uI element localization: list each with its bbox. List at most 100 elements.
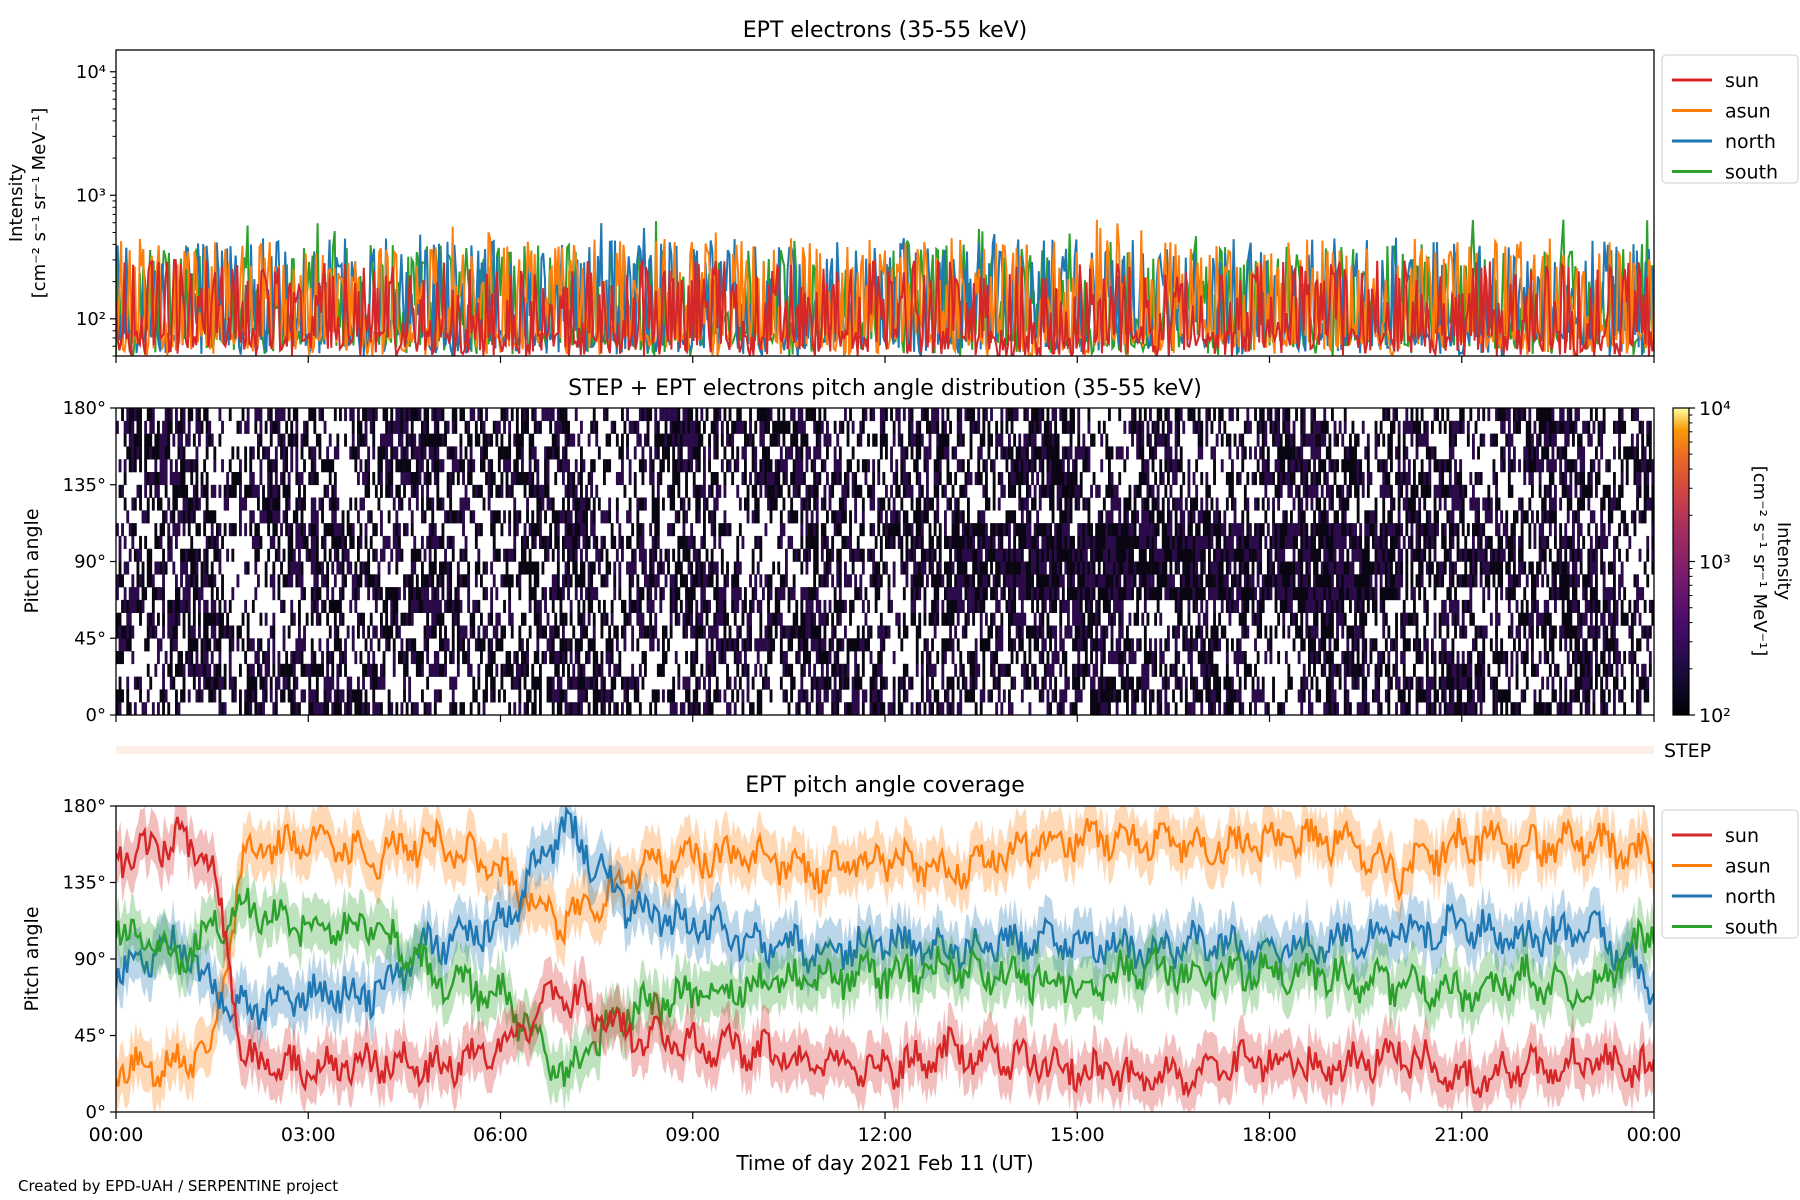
pad-cell — [990, 548, 993, 562]
pad-cell — [133, 433, 137, 447]
pad-cell — [749, 702, 752, 716]
pad-cell — [636, 689, 640, 703]
pad-cell — [667, 523, 670, 537]
pad-cell — [374, 574, 378, 588]
pad-cell — [1051, 561, 1055, 575]
pad-cell — [364, 663, 368, 677]
pad-cell — [254, 535, 258, 549]
pad-cell — [1023, 561, 1027, 575]
pad-cell — [1038, 625, 1042, 639]
pad-cell — [690, 663, 694, 677]
pad-cell — [885, 446, 888, 460]
pad-cell — [208, 612, 212, 626]
pad-cell — [820, 459, 824, 473]
pad-cell — [359, 689, 363, 703]
pad-cell — [336, 599, 340, 613]
pad-cell — [349, 702, 353, 716]
pad-cell — [313, 689, 317, 703]
pad-cell — [218, 625, 222, 639]
pad-cell — [910, 497, 914, 511]
pad-cell — [741, 663, 745, 677]
pad-cell — [851, 420, 855, 434]
pad-cell — [274, 446, 278, 460]
pad-cell — [1090, 535, 1093, 549]
pad-cell — [144, 702, 148, 716]
pad-cell — [823, 408, 827, 422]
pad-cell — [644, 574, 647, 588]
pad-cell — [690, 702, 694, 716]
pad-cell — [328, 548, 332, 562]
pad-cell — [885, 484, 888, 498]
pad-cell — [603, 702, 606, 716]
pad-cell — [257, 408, 260, 422]
pad-cell — [292, 702, 296, 716]
pad-cell — [705, 689, 709, 703]
pad-cell — [964, 561, 968, 575]
pad-cell — [651, 561, 655, 575]
pad-cell — [902, 510, 906, 524]
pad-cell — [382, 548, 386, 562]
pad-cell — [372, 574, 376, 588]
pad-cell — [902, 676, 906, 690]
pad-cell — [310, 408, 314, 422]
pad-cell — [685, 676, 688, 690]
pad-cell — [1033, 484, 1037, 498]
pad-cell — [357, 587, 360, 601]
pad-cell — [500, 638, 504, 652]
pad-cell — [872, 702, 876, 716]
pad-cell — [387, 689, 391, 703]
pad-cell — [631, 561, 635, 575]
pad-cell — [231, 587, 235, 601]
pad-cell — [831, 548, 835, 562]
pad-cell — [1095, 638, 1099, 652]
pad-cell — [200, 472, 204, 486]
pad-cell — [497, 484, 501, 498]
pad-cell — [1026, 587, 1029, 601]
pad-cell — [510, 472, 514, 486]
pad-cell — [951, 689, 955, 703]
pad-cell — [1054, 599, 1058, 613]
pad-cell — [569, 472, 573, 486]
pad-cell — [861, 497, 865, 511]
pad-cell — [790, 433, 794, 447]
pad-cell — [287, 433, 291, 447]
pad-cell — [715, 625, 719, 639]
pad-cell — [767, 676, 770, 690]
pad-cell — [967, 587, 970, 601]
pad-cell — [374, 484, 378, 498]
pad-cell — [628, 420, 632, 434]
pad-cell — [895, 408, 899, 422]
pad-cell — [1036, 472, 1040, 486]
pad-cell — [831, 638, 835, 652]
pad-cell — [956, 510, 960, 524]
pad-cell — [1105, 574, 1109, 588]
pad-cell — [605, 561, 609, 575]
pad-cell — [1064, 446, 1068, 460]
pad-cell — [592, 420, 596, 434]
pad-cell — [192, 676, 196, 690]
pad-cell — [754, 574, 758, 588]
pad-cell — [1046, 484, 1050, 498]
pad-cell — [344, 663, 347, 677]
pad-cell — [636, 612, 640, 626]
pad-cell — [395, 702, 399, 716]
pad-cell — [192, 459, 196, 473]
pad-cell — [982, 651, 986, 665]
pad-cell — [246, 484, 250, 498]
pad-cell — [221, 612, 224, 626]
pad-cell — [818, 625, 822, 639]
pad-cell — [985, 497, 988, 511]
pad-cell — [1026, 408, 1029, 422]
pad-cell — [723, 472, 727, 486]
pad-cell — [1082, 638, 1086, 652]
pad-cell — [295, 638, 299, 652]
pad-cell — [333, 484, 337, 498]
pad-cell — [418, 599, 422, 613]
pad-cell — [1013, 561, 1017, 575]
pad-cell — [1015, 612, 1019, 626]
pad-cell — [198, 548, 201, 562]
pad-cell — [792, 433, 796, 447]
pad-cell — [1087, 663, 1091, 677]
pad-cell — [767, 625, 770, 639]
pad-cell — [187, 548, 191, 562]
